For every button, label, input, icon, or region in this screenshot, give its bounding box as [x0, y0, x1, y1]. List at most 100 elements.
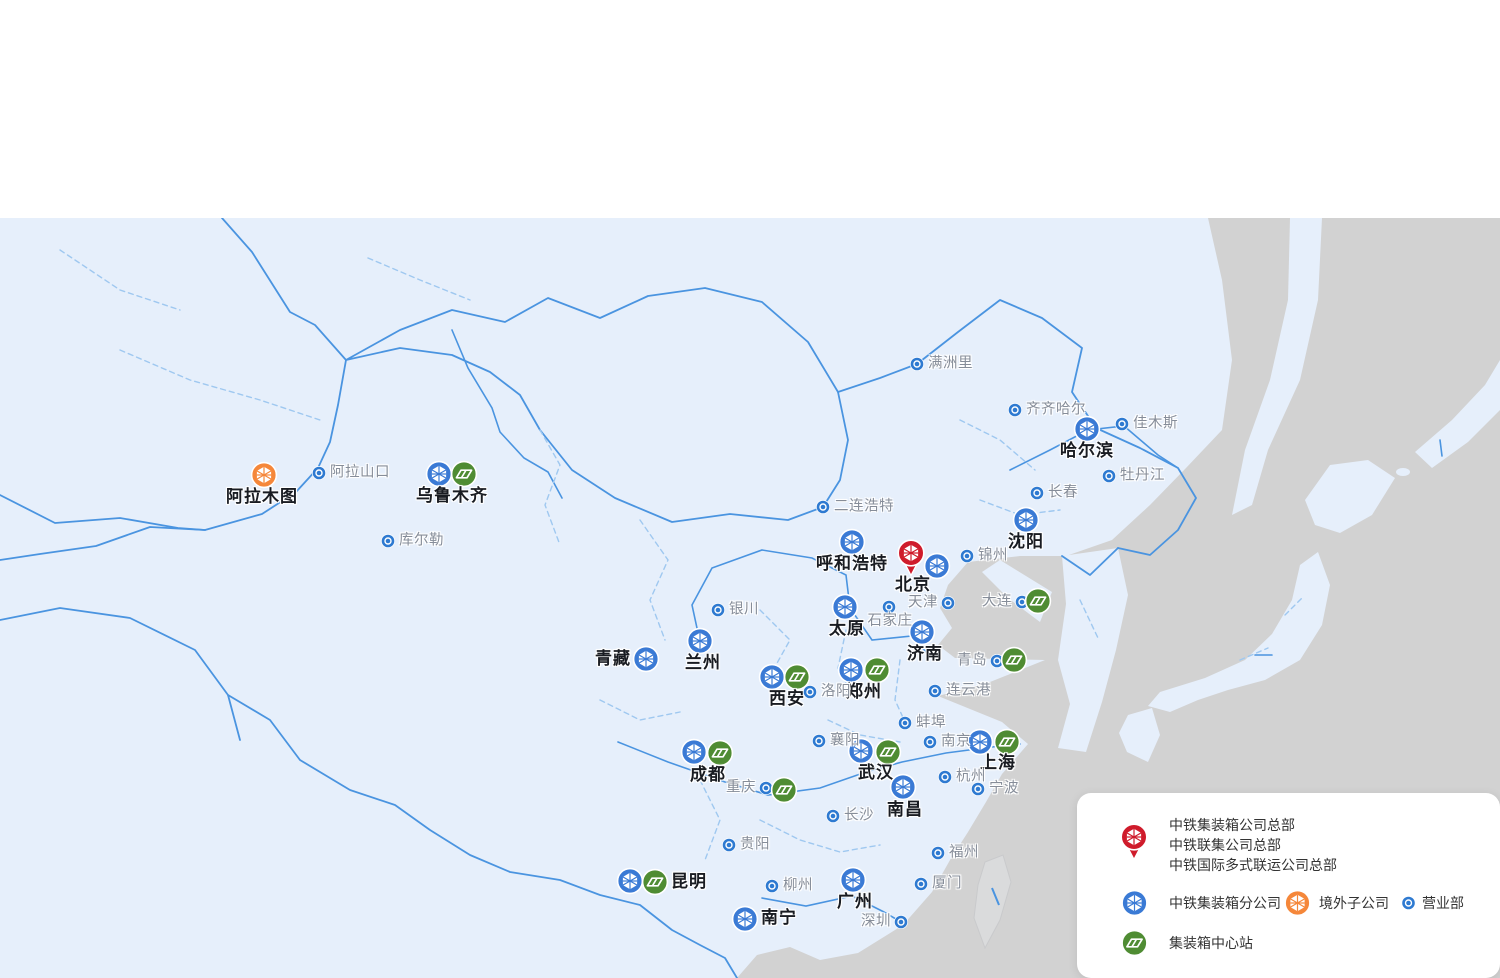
city-label-xiangyang: 襄阳: [830, 732, 860, 749]
dept-marker-ningbo[interactable]: [971, 782, 986, 797]
dept-marker-changsha[interactable]: [826, 809, 841, 824]
branch-marker-wuhan[interactable]: [847, 737, 875, 765]
dept-marker-qiqihar[interactable]: [1008, 403, 1023, 418]
city-label-nanjing: 南京: [941, 733, 971, 750]
station-marker-chongqing[interactable]: [770, 776, 798, 804]
dept-marker-tianjin[interactable]: [941, 596, 956, 611]
city-label-chengdu: 成都: [690, 765, 726, 784]
city-label-lanzhou: 兰州: [685, 653, 721, 672]
city-label-tianjin: 天津: [908, 594, 938, 611]
dept-marker-xiangyang[interactable]: [812, 734, 827, 749]
city-label-guiyang: 贵阳: [740, 836, 770, 853]
station-marker-shanghai[interactable]: [993, 728, 1021, 756]
dept-marker-nanjing[interactable]: [923, 735, 938, 750]
legend-hq-line2: 中铁联集公司总部: [1169, 837, 1281, 853]
hq-pin-icon: [1117, 821, 1151, 862]
branch-marker-lanzhou[interactable]: [686, 627, 714, 655]
city-label-jiamusi: 佳木斯: [1133, 415, 1178, 432]
city-label-zhengzhou: 郑州: [846, 682, 882, 701]
city-label-shijiazhuang: 石家庄: [867, 613, 913, 629]
dept-marker-korla[interactable]: [381, 534, 396, 549]
dept-marker-guiyang[interactable]: [722, 838, 737, 853]
map-area: [0, 218, 1500, 978]
dept-marker-erenhot[interactable]: [816, 500, 831, 515]
city-label-guangzhou: 广州: [837, 892, 873, 911]
city-label-qingzang: 青藏: [595, 649, 631, 669]
city-label-almaty: 阿拉木图: [226, 487, 298, 506]
station-marker-dalian[interactable]: [1024, 587, 1052, 615]
dept-marker-lianyungang[interactable]: [928, 684, 943, 699]
branch-marker-shenyang[interactable]: [1012, 506, 1040, 534]
branch-marker-nanning[interactable]: [731, 905, 759, 933]
city-label-erenhot: 二连浩特: [834, 498, 894, 515]
city-label-fuzhou: 福州: [949, 844, 979, 861]
branch-marker-guangzhou[interactable]: [839, 866, 867, 894]
city-label-nanchang: 南昌: [887, 800, 923, 819]
city-label-manzhouli: 满洲里: [928, 355, 973, 372]
city-label-chongqing: 重庆: [726, 779, 756, 796]
station-marker-urumqi[interactable]: [450, 460, 478, 488]
dept-marker-liuzhou[interactable]: [765, 879, 780, 894]
station-marker-wuhan[interactable]: [874, 738, 902, 766]
station-marker-chengdu[interactable]: [706, 739, 734, 767]
dept-marker-xiamen[interactable]: [914, 877, 929, 892]
map-legend: 中铁集装箱公司总部 中铁联集公司总部 中铁国际多式联运公司总部 中铁集装箱分公司…: [1077, 793, 1500, 978]
dept-marker-jinzhou[interactable]: [960, 549, 975, 564]
branch-marker-beijing[interactable]: [923, 552, 951, 580]
dept-marker-shijiazhuang[interactable]: [882, 600, 897, 615]
city-label-jinan: 济南: [907, 644, 943, 663]
hq-marker-beijing[interactable]: [894, 537, 928, 577]
station-marker-xian[interactable]: [783, 663, 811, 691]
overseas-marker-almaty[interactable]: [250, 461, 278, 489]
dept-marker-luoyang[interactable]: [803, 685, 818, 700]
branch-marker-hohhot[interactable]: [838, 528, 866, 556]
branch-marker-taiyuan[interactable]: [831, 593, 859, 621]
city-label-luoyang: 洛阳: [821, 683, 851, 700]
city-label-shanghai: 上海: [980, 753, 1016, 772]
branch-marker-urumqi[interactable]: [425, 460, 453, 488]
dept-marker-mudanjiang[interactable]: [1102, 469, 1117, 484]
branch-marker-xian[interactable]: [758, 663, 786, 691]
branch-marker-nanchang[interactable]: [889, 773, 917, 801]
branch-marker-chengdu[interactable]: [680, 738, 708, 766]
legend-branch-label: 中铁集装箱分公司: [1169, 895, 1281, 911]
dept-marker-yinchuan[interactable]: [711, 603, 726, 618]
dept-marker-manzhouli[interactable]: [910, 357, 925, 372]
dept-marker-shenzhen[interactable]: [894, 915, 909, 930]
city-label-taiyuan: 太原: [829, 619, 865, 638]
branch-marker-harbin[interactable]: [1073, 415, 1101, 443]
legend-hq-line1: 中铁集装箱公司总部: [1169, 817, 1295, 833]
city-label-nanning: 南宁: [761, 908, 797, 928]
city-label-shenzhen: 深圳: [861, 913, 891, 930]
dept-marker-bengbu[interactable]: [898, 716, 913, 731]
dept-marker-jiamusi[interactable]: [1115, 417, 1130, 432]
dept-marker-hangzhou[interactable]: [938, 770, 953, 785]
city-label-hangzhou: 杭州: [956, 768, 986, 785]
dept-marker-chongqing[interactable]: [759, 781, 774, 796]
city-label-urumqi: 乌鲁木齐: [416, 486, 488, 505]
dept-marker-alashankou[interactable]: [312, 466, 327, 481]
branch-marker-shanghai[interactable]: [966, 728, 994, 756]
city-label-alashankou: 阿拉山口: [330, 464, 390, 481]
dept-marker-changchun[interactable]: [1030, 486, 1045, 501]
dept-marker-fuzhou[interactable]: [931, 846, 946, 861]
station-marker-kunming[interactable]: [641, 868, 669, 896]
branch-marker-qingzang[interactable]: [632, 645, 660, 673]
overseas-subsidiary-icon: [1284, 889, 1311, 917]
branch-marker-zhengzhou[interactable]: [837, 656, 865, 684]
legend-hq-line3: 中铁国际多式联运公司总部: [1169, 857, 1337, 873]
station-marker-zhengzhou[interactable]: [863, 656, 891, 684]
city-label-wuhan: 武汉: [858, 763, 894, 782]
station-marker-qingdao[interactable]: [1000, 646, 1028, 674]
city-label-liuzhou: 柳州: [783, 877, 813, 894]
branch-marker-kunming[interactable]: [616, 867, 644, 895]
city-label-lianyungang: 连云港: [946, 682, 991, 699]
city-label-kunming: 昆明: [671, 872, 707, 892]
city-label-dalian: 大连: [982, 593, 1012, 610]
city-label-harbin: 哈尔滨: [1060, 441, 1114, 460]
city-label-yinchuan: 银川: [729, 601, 759, 618]
branch-marker-jinan[interactable]: [908, 618, 936, 646]
city-label-mudanjiang: 牡丹江: [1120, 467, 1165, 484]
